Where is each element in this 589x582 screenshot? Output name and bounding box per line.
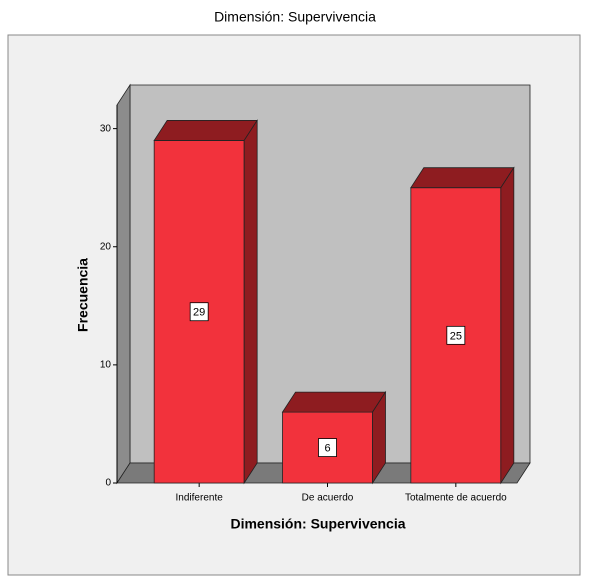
value-label-box bbox=[189, 302, 209, 322]
bar bbox=[410, 166, 515, 485]
y-tick-label: 30 bbox=[100, 123, 112, 134]
value-label: 25 bbox=[450, 330, 462, 342]
value-label-box bbox=[318, 438, 337, 457]
x-axis-label: Dimensión: Supervivencia bbox=[230, 516, 405, 532]
bar-face bbox=[243, 119, 258, 485]
value-label: 6 bbox=[324, 442, 330, 454]
bar-face bbox=[153, 120, 258, 141]
bar-face bbox=[410, 167, 515, 189]
y-tick-label: 20 bbox=[100, 241, 112, 252]
x-tick-label: De acuerdo bbox=[302, 493, 354, 504]
x-tick-label: Indiferente bbox=[176, 493, 224, 504]
chart-title: Dimensión: Supervivencia bbox=[214, 9, 376, 25]
x-tick-label: Totalmente de acuerdo bbox=[405, 493, 507, 504]
value-label-box bbox=[446, 325, 466, 345]
bar-face bbox=[281, 391, 387, 413]
side-wall bbox=[116, 83, 131, 485]
bar bbox=[281, 390, 387, 485]
y-tick-label: 10 bbox=[100, 360, 112, 371]
bar-face bbox=[372, 390, 386, 485]
bar bbox=[153, 119, 258, 485]
y-tick-label: 0 bbox=[105, 478, 111, 489]
bar-face bbox=[500, 166, 515, 485]
y-axis-label: Frecuencia bbox=[75, 258, 91, 332]
value-label: 29 bbox=[193, 307, 205, 319]
